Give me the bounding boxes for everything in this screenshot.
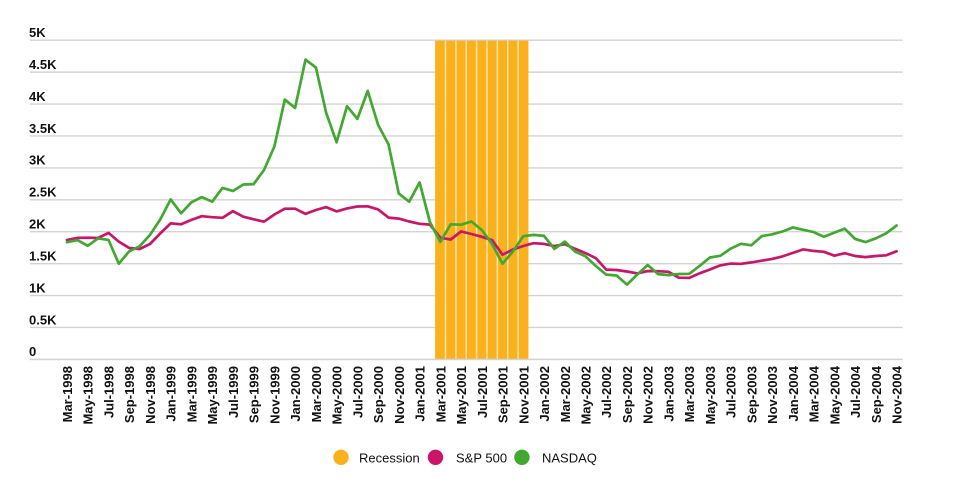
svg-text:2.5K: 2.5K <box>29 185 57 200</box>
svg-text:Sep-1998: Sep-1998 <box>122 366 137 423</box>
svg-text:May-2002: May-2002 <box>579 366 594 425</box>
svg-text:1.5K: 1.5K <box>29 248 57 263</box>
svg-text:Jan-2001: Jan-2001 <box>413 366 428 422</box>
svg-text:Nov-2002: Nov-2002 <box>641 366 656 424</box>
svg-text:0: 0 <box>29 344 36 359</box>
svg-text:Mar-1998: Mar-1998 <box>60 366 75 422</box>
svg-text:Mar-2002: Mar-2002 <box>558 366 573 422</box>
svg-text:Jan-2003: Jan-2003 <box>661 366 676 422</box>
svg-text:4K: 4K <box>29 89 46 104</box>
svg-text:3.5K: 3.5K <box>29 121 57 136</box>
svg-text:2K: 2K <box>29 217 46 232</box>
svg-text:Nov-1998: Nov-1998 <box>143 366 158 424</box>
svg-text:Jul-1999: Jul-1999 <box>226 366 241 418</box>
svg-text:Jan-2004: Jan-2004 <box>786 365 801 421</box>
svg-text:Jul-2000: Jul-2000 <box>350 366 365 418</box>
svg-text:Mar-1999: Mar-1999 <box>184 366 199 422</box>
svg-text:0.5K: 0.5K <box>29 312 57 327</box>
svg-text:Jan-1999: Jan-1999 <box>164 366 179 422</box>
svg-text:Nov-2000: Nov-2000 <box>392 366 407 424</box>
svg-text:Sep-2001: Sep-2001 <box>496 366 511 423</box>
svg-text:5K: 5K <box>29 25 46 40</box>
svg-text:Jul-1998: Jul-1998 <box>101 366 116 418</box>
svg-text:Nov-2003: Nov-2003 <box>765 366 780 424</box>
svg-text:Jan-2002: Jan-2002 <box>537 366 552 422</box>
svg-text:Nov-1999: Nov-1999 <box>267 366 282 424</box>
svg-text:Jul-2001: Jul-2001 <box>475 366 490 418</box>
svg-text:S&P 500: S&P 500 <box>456 450 507 465</box>
svg-text:Mar-2001: Mar-2001 <box>433 366 448 422</box>
svg-text:Mar-2003: Mar-2003 <box>682 366 697 422</box>
svg-text:Sep-2004: Sep-2004 <box>869 365 884 423</box>
svg-text:Jan-2000: Jan-2000 <box>288 366 303 422</box>
svg-text:May-2003: May-2003 <box>703 366 718 425</box>
svg-text:Sep-1999: Sep-1999 <box>247 366 262 423</box>
svg-text:Mar-2000: Mar-2000 <box>309 366 324 422</box>
svg-text:May-1999: May-1999 <box>205 366 220 425</box>
svg-text:Sep-2003: Sep-2003 <box>744 366 759 423</box>
svg-text:May-2004: May-2004 <box>827 365 842 424</box>
svg-text:Jul-2003: Jul-2003 <box>724 366 739 418</box>
svg-text:Nov-2004: Nov-2004 <box>890 365 905 424</box>
svg-text:Mar-2004: Mar-2004 <box>807 365 822 422</box>
svg-text:3K: 3K <box>29 153 46 168</box>
svg-text:4.5K: 4.5K <box>29 57 57 72</box>
svg-text:May-2000: May-2000 <box>330 366 345 425</box>
svg-text:May-1998: May-1998 <box>81 366 96 425</box>
svg-text:May-2001: May-2001 <box>454 366 469 425</box>
svg-text:Jul-2002: Jul-2002 <box>599 366 614 418</box>
svg-text:Sep-2000: Sep-2000 <box>371 366 386 423</box>
svg-text:NASDAQ: NASDAQ <box>542 450 597 465</box>
svg-text:1K: 1K <box>29 280 46 295</box>
svg-text:Jul-2004: Jul-2004 <box>848 365 863 418</box>
svg-text:Nov-2001: Nov-2001 <box>516 366 531 424</box>
svg-text:Recession: Recession <box>359 450 420 465</box>
svg-text:Sep-2002: Sep-2002 <box>620 366 635 423</box>
